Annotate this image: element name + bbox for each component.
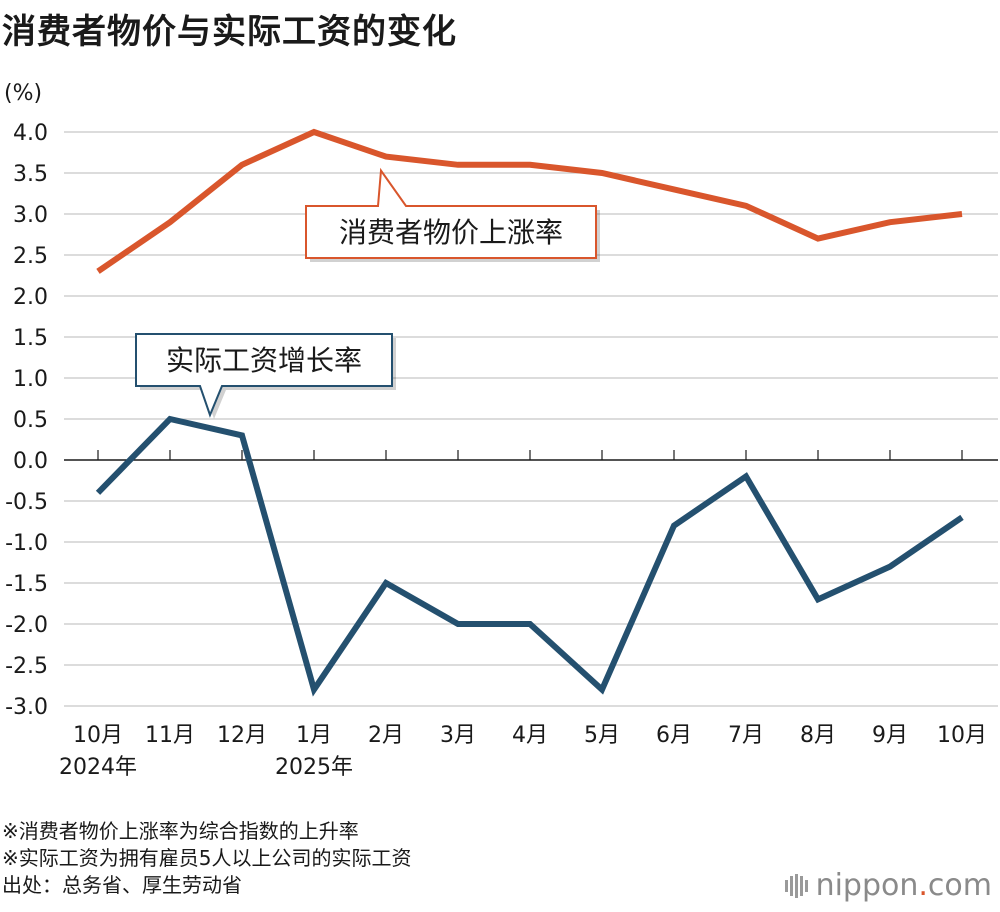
x-tick-label: 2月	[368, 723, 404, 748]
footnote-cpi: ※消费者物价上涨率为综合指数的上升率	[2, 819, 359, 843]
x-tick-labels: 10月 11月 12月 1月 2月 3月 4月 5月 6月 7月 8月 9月 10月 2024年 2025年	[59, 723, 987, 780]
x-tick-label: 12月	[217, 723, 267, 748]
grid-lines	[64, 131, 998, 707]
series-line-cpi	[96, 128, 963, 274]
brand-dot: .	[918, 868, 928, 903]
y-tick-labels: 4.0 3.5 3.0 2.5 2.0 1.5 1.0 0.5 0.0 -0.5 -1.0 -1.5 -…	[5, 121, 48, 720]
y-tick-label: 0.5	[13, 408, 48, 433]
x-tick-label: 8月	[800, 723, 836, 748]
series-label: 消费者物价上涨率	[339, 216, 563, 249]
y-unit-label: (%)	[4, 81, 42, 106]
y-tick-label: 1.5	[13, 326, 48, 351]
x-tick-label: 10月	[937, 723, 987, 748]
brand-suffix: com	[927, 868, 992, 903]
x-tick-label: 7月	[728, 723, 764, 748]
y-tick-label: -1.5	[5, 572, 48, 597]
x-year-label: 2025年	[275, 755, 353, 780]
y-tick-label: 2.5	[13, 244, 48, 269]
y-tick-label: 1.0	[13, 367, 48, 392]
callout-real-wages: 实际工资增长率	[135, 333, 396, 419]
brand-logo: nippon.com	[784, 868, 992, 903]
callout-cpi: 消费者物价上涨率	[305, 167, 600, 262]
x-tick-label: 3月	[440, 723, 476, 748]
footnotes: ※消费者物价上涨率为综合指数的上升率 ※实际工资为拥有雇员5人以上公司的实际工资…	[2, 818, 411, 899]
y-tick-label: -1.0	[5, 531, 48, 556]
bars-logo-icon	[784, 874, 808, 898]
x-tick-label: 4月	[512, 723, 548, 748]
x-tick-label: 5月	[584, 723, 620, 748]
y-tick-label: 0.0	[13, 449, 48, 474]
y-tick-label: 3.0	[13, 203, 48, 228]
x-tick-label: 9月	[872, 723, 908, 748]
brand-name: nippon	[815, 868, 919, 903]
chart-title: 消费者物价与实际工资的变化	[2, 12, 457, 52]
footnote-source: 出处：总务省、厚生劳动省	[2, 873, 242, 897]
x-tick-label: 11月	[145, 723, 195, 748]
y-tick-label: -2.0	[5, 613, 48, 638]
x-tick-marks	[97, 450, 963, 460]
x-tick-label: 10月	[73, 723, 123, 748]
series-label: 实际工资增长率	[166, 344, 362, 377]
x-tick-label: 6月	[656, 723, 692, 748]
y-tick-label: -0.5	[5, 490, 48, 515]
y-tick-label: 3.5	[13, 162, 48, 187]
y-tick-label: -2.5	[5, 654, 48, 679]
series-line-real-wages	[95, 415, 964, 697]
footnote-wages: ※实际工资为拥有雇员5人以上公司的实际工资	[2, 846, 412, 870]
y-tick-label: 4.0	[13, 121, 48, 146]
y-tick-label: 2.0	[13, 285, 48, 310]
series-lines	[95, 128, 964, 697]
y-tick-label: -3.0	[5, 695, 48, 720]
x-tick-label: 1月	[296, 723, 332, 748]
x-year-label: 2024年	[59, 755, 137, 780]
